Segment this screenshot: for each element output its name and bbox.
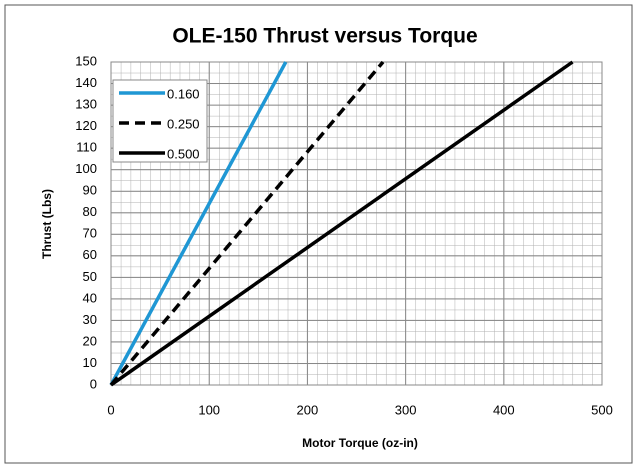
y-tick-label: 130 xyxy=(75,97,97,112)
y-tick-label: 120 xyxy=(75,118,97,133)
x-tick-label: 500 xyxy=(591,402,613,417)
series-line xyxy=(109,60,574,387)
y-tick-label: 40 xyxy=(83,290,97,305)
y-tick-label: 20 xyxy=(83,333,97,348)
x-tick-label: 400 xyxy=(493,402,515,417)
y-tick-label: 60 xyxy=(83,247,97,262)
x-tick-label: 300 xyxy=(395,402,417,417)
legend-label: 0.160 xyxy=(167,86,200,101)
legend-label: 0.250 xyxy=(167,116,200,131)
y-tick-label: 80 xyxy=(83,204,97,219)
y-tick-label: 70 xyxy=(83,226,97,241)
y-tick-label: 30 xyxy=(83,312,97,327)
x-tick-label: 100 xyxy=(198,402,220,417)
legend-label: 0.500 xyxy=(167,146,200,161)
y-tick-label: 110 xyxy=(76,140,97,155)
chart-title: OLE-150 Thrust versus Torque xyxy=(172,25,477,48)
x-tick-label: 0 xyxy=(107,402,114,417)
y-tick-label: 0 xyxy=(90,376,97,391)
y-axis-label: Thrust (Lbs) xyxy=(40,189,54,259)
series-line xyxy=(109,60,385,387)
x-tick-label: 200 xyxy=(297,402,319,417)
series-line xyxy=(109,61,288,386)
y-tick-label: 50 xyxy=(83,269,97,284)
y-tick-label: 150 xyxy=(75,53,97,68)
y-tick-label: 100 xyxy=(75,161,97,176)
y-tick-label: 90 xyxy=(83,183,97,198)
y-tick-label: 10 xyxy=(83,355,97,370)
y-tick-label: 140 xyxy=(75,75,97,90)
x-axis-label: Motor Torque (oz-in) xyxy=(302,436,418,450)
